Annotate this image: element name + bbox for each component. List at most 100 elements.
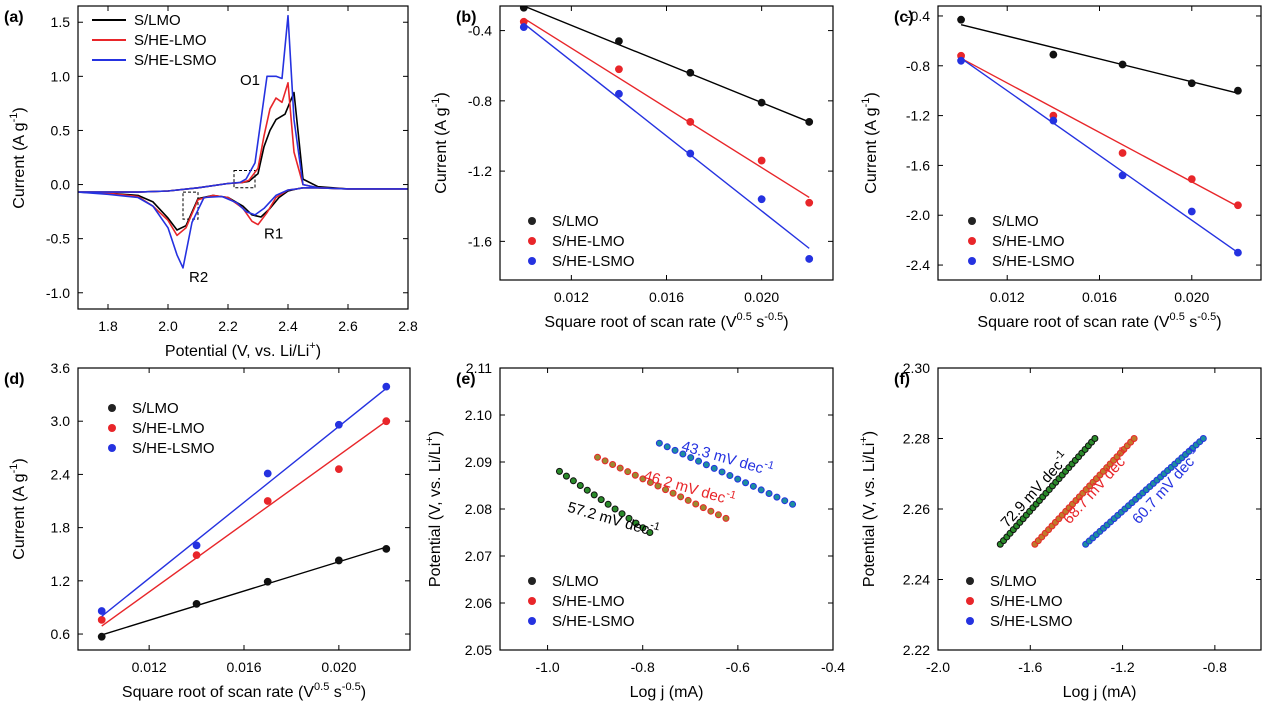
tafel-point: [562, 472, 570, 480]
y-tick-label: 0.6: [51, 626, 71, 642]
panel-a: (a) 1.8 2.0 2.2 2.4 2.6 2.8 -1.0 -0.5 0.0 0.5 1.0 1.…: [4, 5, 418, 360]
tafel-point: [583, 486, 591, 494]
tafel-point: [1199, 435, 1207, 442]
y-tick-label: 2.05: [465, 642, 492, 658]
legend-entry: S/HE-LMO: [968, 233, 1065, 250]
tafel-point: [639, 524, 647, 532]
y-tick-label: 1.5: [51, 14, 71, 30]
tafel-point: [646, 478, 654, 486]
y-axis-title: Current (A g-1​): [8, 107, 28, 208]
y-tick-label: 1.8: [51, 520, 71, 536]
y-tick-label: 2.4: [51, 466, 71, 482]
legend-label: S/HE-LMO: [992, 233, 1065, 250]
tafel-point: [616, 464, 624, 472]
y-tick-label: -0.4: [906, 8, 930, 24]
data-point: [263, 577, 272, 586]
zoom-box: [233, 169, 256, 189]
legend-label: S/HE-LMO: [134, 32, 207, 49]
x-tick-label: 2.2: [218, 318, 238, 334]
data-point: [1049, 116, 1058, 125]
plot-area: [97, 382, 391, 641]
tafel-point: [618, 510, 626, 518]
y-tick-label: 3.0: [51, 413, 71, 429]
tafel-point: [609, 460, 617, 468]
x-tick-label: 0.020: [744, 289, 779, 305]
tafel-point: [597, 496, 605, 504]
data-point: [1234, 248, 1242, 257]
x-tick-label: 0.012: [990, 289, 1025, 305]
x-tick-label: -0.4: [821, 659, 845, 675]
tafel-point: [718, 468, 726, 476]
y-tick-label: 2.09: [465, 454, 492, 470]
tafel-point: [714, 511, 722, 519]
x-axis-title: Potential (V, vs. Li/Li+​): [165, 340, 321, 360]
tafel-point: [722, 514, 730, 522]
x-tick-label: -1.2: [1111, 659, 1135, 675]
tafel-point: [555, 467, 563, 475]
data-point: [805, 198, 814, 207]
legend-marker: [528, 257, 536, 265]
tafel-point: [669, 489, 677, 497]
tafel-point: [624, 468, 632, 476]
panel-b: (b) 0.012 0.016 0.020 -0.4 -0.8 -1.2 -1.6 S/LMO S…: [430, 5, 834, 331]
x-tick-label: 2.6: [338, 318, 358, 334]
data-point: [1234, 86, 1242, 95]
tafel-point: [601, 457, 609, 465]
y-tick-label: 1.2: [51, 573, 71, 589]
tafel-point: [702, 461, 710, 469]
fit-line: [960, 57, 1239, 208]
legend-label: S/HE-LMO: [552, 593, 625, 610]
tafel-point: [695, 457, 703, 465]
plot-area: [555, 439, 797, 536]
tafel-point: [707, 507, 715, 515]
legend-marker: [968, 237, 976, 245]
y-tick-label: -1.6: [906, 157, 930, 173]
legend-entry: S/HE-LSMO: [528, 613, 635, 630]
legend-entry: S/LMO: [92, 12, 181, 29]
data-point: [97, 615, 106, 624]
panel-label: (f): [894, 371, 910, 388]
legend-entry: S/HE-LSMO: [966, 613, 1073, 630]
legend-entry: S/HE-LSMO: [968, 253, 1075, 270]
panel-f: (f)-2.0 -1.6 -1.2 -0.82.222.242.262.282.307…: [858, 360, 1262, 701]
tafel-point: [1130, 435, 1138, 442]
x-tick-label: -0.8: [631, 659, 655, 675]
legend-entry: S/LMO: [528, 213, 599, 230]
axes-frame: [937, 367, 1262, 651]
tafel-point: [625, 514, 633, 522]
x-axis-title: Square root of scan rate (V0.5​ s-0.5​): [977, 311, 1221, 331]
legend-entry: S/HE-LMO: [108, 420, 205, 437]
tafel-point: [590, 491, 598, 499]
data-point: [382, 382, 391, 391]
legend-entry: S/LMO: [528, 573, 599, 590]
panel-e: (e) -1.0 -0.8 -0.6 -0.4 2.05 2.06 2.07 2.08 2.09 2…: [424, 360, 845, 701]
y-axis-title: Potential (V, vs. Li/Li+​): [424, 431, 444, 587]
tafel-point: [699, 504, 707, 512]
y-tick-label: 2.07: [465, 548, 492, 564]
cv-curve: [78, 82, 408, 237]
slope-label: 57.2 mV dec-1​: [565, 496, 661, 541]
y-tick-label: 2.28: [903, 431, 930, 447]
y-tick-label: -0.8: [468, 93, 492, 109]
peak-label: O1: [240, 72, 260, 89]
peak-label: R2: [189, 269, 208, 286]
y-tick-label: -1.2: [906, 108, 930, 124]
tafel-point: [631, 471, 639, 479]
tafel-point: [611, 505, 619, 513]
y-axis-title: Current (A g-1​): [860, 92, 880, 193]
data-point: [615, 65, 623, 74]
x-tick-label: -1.6: [1018, 659, 1042, 675]
data-point: [519, 23, 528, 31]
data-point: [1187, 79, 1196, 88]
legend-entry: S/LMO: [968, 213, 1039, 230]
zoom-box: [182, 191, 199, 220]
y-tick-label: 2.10: [465, 407, 492, 423]
x-tick-label: 0.020: [321, 659, 356, 675]
x-tick-label: -0.8: [1203, 659, 1227, 675]
fit-line: [523, 17, 810, 199]
tafel-point: [632, 519, 640, 527]
y-tick-label: -0.5: [46, 231, 70, 247]
x-axis-title: Log j (mA): [1063, 684, 1137, 701]
y-tick-label: 2.22: [903, 642, 930, 658]
panel-label: (c): [894, 9, 914, 26]
